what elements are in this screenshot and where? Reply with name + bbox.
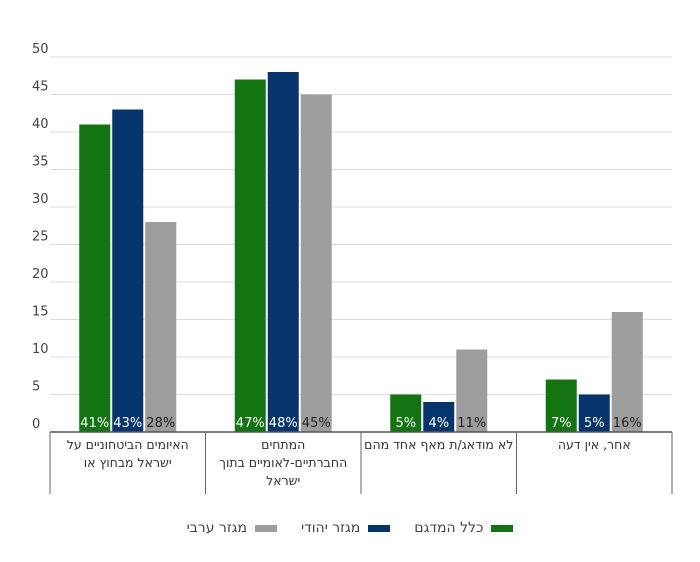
data-label: 47% [236, 416, 265, 431]
category-label: ישראל [266, 473, 300, 488]
y-tick-label: 20 [32, 267, 49, 282]
category-label: האיומים הביטחוניים על [67, 437, 189, 452]
data-label: 16% [613, 416, 642, 431]
data-label: 4% [428, 416, 449, 431]
y-tick-label: 0 [32, 417, 40, 432]
legend-swatch-jewish [368, 524, 391, 532]
bar [300, 94, 332, 432]
category-label: המתחים [261, 437, 305, 452]
data-label: 11% [457, 416, 486, 431]
category-label: החברתיים-לאומיים בתוך [219, 455, 347, 470]
legend-label-arab: מגזר ערבי [186, 520, 247, 536]
bar [423, 402, 455, 432]
data-label: 7% [551, 416, 572, 431]
y-tick-label: 50 [32, 42, 49, 57]
y-tick-label: 25 [32, 230, 49, 245]
bar [234, 79, 266, 432]
y-tick-label: 5 [32, 380, 40, 395]
legend-label-total: כלל המדגם [414, 520, 484, 536]
bar [545, 379, 577, 432]
legend-item-arab: מגזר ערבי [187, 520, 277, 536]
legend-swatch-total [491, 524, 514, 532]
bar [611, 312, 643, 432]
y-axis: 0 5 10 15 20 25 30 35 40 45 50 [32, 42, 49, 432]
bar [267, 72, 299, 432]
data-label: 5% [395, 416, 416, 431]
bar [112, 109, 144, 432]
y-tick-label: 10 [32, 342, 49, 357]
y-tick-label: 15 [32, 305, 49, 320]
legend-item-jewish: מגזר יהודי [300, 520, 391, 536]
y-tick-label: 45 [32, 80, 49, 95]
bar [79, 124, 111, 432]
data-label: 28% [146, 416, 175, 431]
x-axis: האיומים הביטחוניים על ישראל מבחוץ או המתחי… [49, 431, 673, 494]
legend: כלל המדגם מגזר יהודי מגזר ערבי [0, 520, 700, 536]
category-label: לא מודאג/ת מאף אחד מהם [364, 437, 513, 452]
y-tick-label: 35 [32, 155, 49, 170]
data-label: 5% [584, 416, 605, 431]
legend-label-jewish: מגזר יהודי [300, 520, 361, 536]
bar [578, 394, 610, 432]
gridlines [50, 56, 672, 395]
y-tick-label: 30 [32, 192, 49, 207]
bar-chart: 0 5 10 15 20 25 30 35 40 45 50 41% 43% 28% 47% 48% 45% 5… [32, 42, 673, 494]
bar [145, 222, 177, 432]
data-label: 45% [302, 416, 331, 431]
bar [456, 349, 488, 432]
legend-item-total: כלל המדגם [414, 520, 514, 536]
category-label: אחר, אין דעה [558, 437, 631, 452]
category-label: ישראל מבחוץ או [84, 455, 172, 470]
bars: 41% 43% 28% 47% 48% 45% 5% 4% 11% 7% 5% 16% [79, 72, 643, 432]
data-label: 43% [113, 416, 142, 431]
legend-swatch-arab [254, 524, 277, 532]
data-label: 41% [80, 416, 109, 431]
y-tick-label: 40 [32, 117, 49, 132]
bar [390, 394, 422, 432]
data-label: 48% [269, 416, 298, 431]
